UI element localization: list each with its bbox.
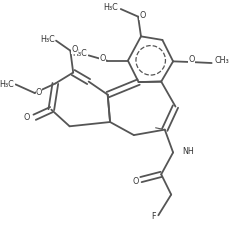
Text: H₃C: H₃C bbox=[104, 3, 119, 12]
Text: NH: NH bbox=[182, 147, 194, 156]
Text: H₃C: H₃C bbox=[0, 80, 14, 89]
Text: F: F bbox=[152, 212, 156, 221]
Text: O: O bbox=[23, 113, 29, 122]
Text: H₃C: H₃C bbox=[40, 35, 55, 44]
Text: O: O bbox=[36, 88, 42, 97]
Text: O: O bbox=[188, 55, 195, 64]
Text: CH₃: CH₃ bbox=[214, 56, 229, 65]
Text: O: O bbox=[139, 11, 146, 20]
Text: O: O bbox=[99, 54, 106, 63]
Text: O: O bbox=[132, 177, 139, 186]
Text: H₃C: H₃C bbox=[73, 49, 88, 58]
Text: O: O bbox=[72, 45, 78, 54]
